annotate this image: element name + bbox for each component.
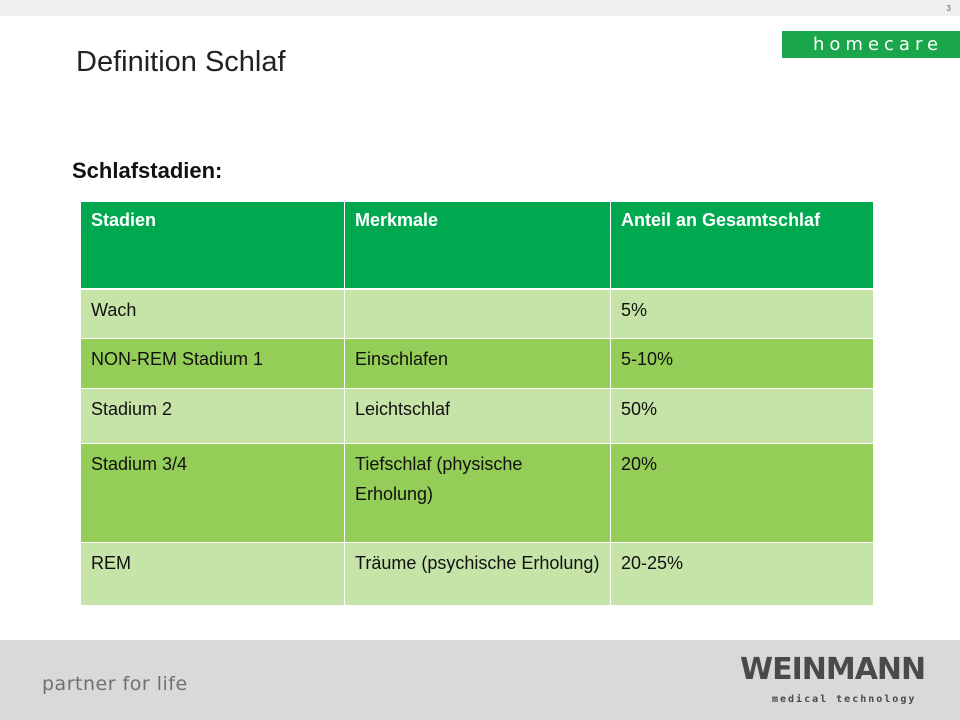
header-merkmale: Merkmale: [344, 201, 611, 290]
footer: partner for life WEINMANN medical techno…: [0, 640, 960, 720]
section-heading: Schlafstadien:: [72, 158, 223, 183]
table-row: REM Träume (psychische Erholung) 20-25%: [80, 542, 874, 606]
cell-stage: NON-REM Stadium 1: [80, 338, 345, 389]
tagline: partner for life: [42, 673, 188, 695]
slide-title: Definition Schlaf: [76, 46, 286, 78]
header-anteil: Anteil an Gesamtschlaf: [610, 201, 874, 290]
sleep-stages-table: Stadien Merkmale Anteil an Gesamtschlaf …: [80, 201, 874, 606]
homecare-badge: homecare: [782, 31, 960, 58]
cell-share: 5-10%: [610, 338, 874, 389]
logo-subtext: medical technology: [772, 694, 917, 705]
cell-share: 20-25%: [610, 542, 874, 606]
cell-feature: Leichtschlaf: [344, 388, 611, 444]
table-row: Stadium 2 Leichtschlaf 50%: [80, 388, 874, 444]
header-stadien: Stadien: [80, 201, 345, 290]
cell-feature: Träume (psychische Erholung): [344, 542, 611, 606]
cell-feature: [344, 288, 611, 339]
logo-wordmark: WEINMANN: [740, 652, 926, 687]
cell-stage: Stadium 3/4: [80, 443, 345, 543]
table-header-row: Stadien Merkmale Anteil an Gesamtschlaf: [80, 201, 874, 290]
table-row: Wach 5%: [80, 288, 874, 339]
page-number: 3: [946, 4, 951, 13]
cell-share: 5%: [610, 288, 874, 339]
top-bar: 3: [0, 0, 960, 16]
cell-share: 50%: [610, 388, 874, 444]
table-row: NON-REM Stadium 1 Einschlafen 5-10%: [80, 338, 874, 389]
cell-feature: Einschlafen: [344, 338, 611, 389]
weinmann-logo: WEINMANN medical technology: [740, 652, 926, 714]
cell-feature: Tiefschlaf (physische Erholung): [344, 443, 611, 543]
cell-stage: Wach: [80, 288, 345, 339]
cell-stage: REM: [80, 542, 345, 606]
cell-stage: Stadium 2: [80, 388, 345, 444]
table-row: Stadium 3/4 Tiefschlaf (physische Erholu…: [80, 443, 874, 543]
cell-share: 20%: [610, 443, 874, 543]
